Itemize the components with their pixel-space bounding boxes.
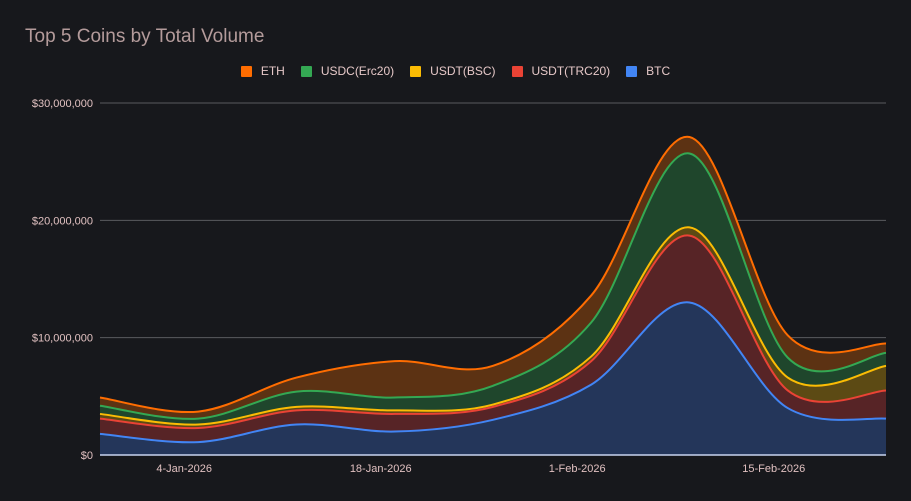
legend-label: BTC	[646, 64, 671, 78]
x-tick-label: 1-Feb-2026	[549, 463, 606, 475]
y-tick-label: $10,000,000	[32, 333, 93, 345]
legend-label: USDT(BSC)	[430, 64, 496, 78]
legend-label: ETH	[260, 64, 285, 78]
line-usdc-erc20-	[99, 152, 887, 420]
x-tick-label: 15-Feb-2026	[742, 463, 805, 475]
legend-item[interactable]: BTC	[626, 64, 670, 78]
legend-swatch	[300, 65, 312, 77]
legend-item[interactable]: USDC(Erc20)	[300, 64, 395, 78]
line-usdt-trc20-	[99, 234, 887, 430]
legend-swatch	[240, 65, 252, 77]
legend-swatch	[410, 65, 422, 77]
chart-title: Top 5 Coins by Total Volume	[25, 26, 265, 47]
legend: ETH USDC(Erc20) USDT(BSC) USDT(TRC20) BTC	[0, 64, 911, 78]
legend-item[interactable]: USDT(BSC)	[410, 64, 496, 78]
legend-swatch	[511, 65, 523, 77]
line-usdt-bsc-	[99, 226, 887, 426]
legend-item[interactable]: USDT(TRC20)	[511, 64, 611, 78]
x-tick-label: 4-Jan-2026	[156, 463, 212, 475]
y-tick-label: $20,000,000	[32, 215, 93, 227]
legend-swatch	[626, 65, 638, 77]
legend-label: USDC(Erc20)	[320, 64, 395, 78]
y-tick-label: $30,000,000	[32, 98, 93, 110]
y-tick-label: $0	[81, 450, 93, 462]
area-btc	[100, 302, 886, 455]
line-eth	[99, 136, 887, 414]
area-usdt-trc20-	[100, 235, 886, 443]
legend-label: USDT(TRC20)	[531, 64, 611, 78]
area-usdc-erc20-	[100, 153, 886, 425]
legend-item[interactable]: ETH	[240, 64, 285, 78]
x-tick-label: 18-Jan-2026	[350, 463, 412, 475]
line-btc	[99, 301, 887, 444]
